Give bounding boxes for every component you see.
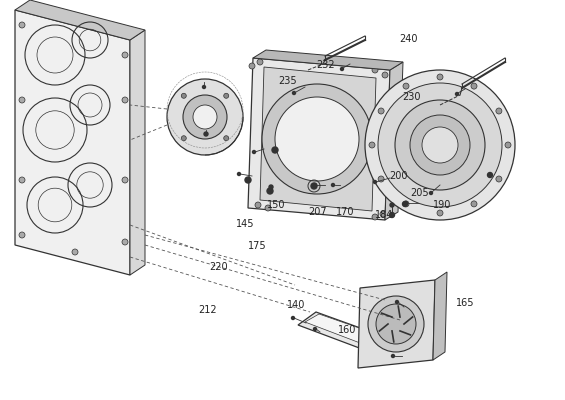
Circle shape — [255, 202, 261, 208]
Circle shape — [390, 203, 394, 207]
Polygon shape — [253, 50, 403, 70]
Circle shape — [389, 212, 394, 218]
Circle shape — [19, 22, 25, 28]
Circle shape — [265, 205, 271, 211]
Circle shape — [455, 92, 459, 96]
Circle shape — [373, 180, 376, 184]
Circle shape — [429, 192, 432, 194]
Circle shape — [405, 202, 407, 204]
Circle shape — [275, 97, 359, 181]
Circle shape — [204, 132, 208, 136]
Circle shape — [392, 354, 394, 358]
Circle shape — [378, 83, 502, 207]
Circle shape — [292, 316, 294, 320]
Circle shape — [471, 83, 477, 89]
Text: 232: 232 — [316, 60, 334, 70]
Circle shape — [202, 86, 206, 88]
Text: 235: 235 — [278, 76, 297, 86]
Text: 170: 170 — [336, 207, 354, 217]
Circle shape — [378, 176, 384, 182]
Polygon shape — [15, 10, 130, 275]
Circle shape — [237, 172, 241, 176]
Circle shape — [19, 177, 25, 183]
Polygon shape — [298, 312, 388, 352]
Circle shape — [396, 300, 398, 304]
Circle shape — [257, 59, 263, 65]
Circle shape — [122, 177, 128, 183]
Text: 140: 140 — [287, 300, 305, 310]
Polygon shape — [260, 67, 376, 211]
Circle shape — [395, 100, 485, 190]
Circle shape — [122, 239, 128, 245]
Text: 220: 220 — [209, 262, 228, 272]
Circle shape — [368, 296, 424, 352]
Circle shape — [267, 188, 273, 194]
Circle shape — [378, 108, 384, 114]
Text: 184: 184 — [375, 210, 393, 220]
Circle shape — [193, 105, 217, 129]
Circle shape — [365, 70, 515, 220]
Text: 150: 150 — [267, 200, 285, 210]
Circle shape — [314, 328, 316, 330]
Polygon shape — [358, 280, 435, 368]
Polygon shape — [385, 62, 403, 220]
Circle shape — [245, 177, 251, 183]
Circle shape — [311, 183, 317, 189]
Text: 175: 175 — [248, 241, 267, 251]
Circle shape — [224, 93, 229, 98]
Circle shape — [122, 52, 128, 58]
Circle shape — [181, 93, 186, 98]
Circle shape — [471, 201, 477, 207]
Polygon shape — [248, 58, 390, 220]
Circle shape — [496, 176, 502, 182]
Text: 160: 160 — [338, 325, 357, 335]
Circle shape — [437, 210, 443, 216]
Circle shape — [372, 67, 378, 73]
Circle shape — [410, 115, 470, 175]
Circle shape — [314, 184, 316, 186]
Text: 145: 145 — [236, 219, 254, 229]
Circle shape — [272, 147, 278, 153]
Circle shape — [269, 185, 273, 189]
Polygon shape — [305, 314, 382, 346]
Circle shape — [262, 84, 372, 194]
Circle shape — [181, 136, 186, 141]
Circle shape — [369, 142, 375, 148]
Circle shape — [19, 232, 25, 238]
Polygon shape — [433, 272, 447, 360]
Circle shape — [122, 97, 128, 103]
Circle shape — [403, 83, 409, 89]
Circle shape — [422, 127, 458, 163]
Text: 165: 165 — [456, 298, 475, 308]
Circle shape — [224, 136, 229, 141]
Circle shape — [505, 142, 511, 148]
Polygon shape — [130, 30, 145, 275]
Circle shape — [72, 249, 78, 255]
Text: 207: 207 — [308, 207, 327, 217]
Circle shape — [249, 63, 255, 69]
Circle shape — [376, 304, 416, 344]
Circle shape — [437, 74, 443, 80]
Text: 230: 230 — [402, 92, 420, 102]
Circle shape — [402, 202, 407, 206]
Circle shape — [293, 92, 295, 94]
Circle shape — [382, 72, 388, 78]
Circle shape — [19, 97, 25, 103]
Circle shape — [496, 108, 502, 114]
Text: 205: 205 — [410, 188, 429, 198]
Circle shape — [372, 214, 378, 220]
Circle shape — [403, 201, 409, 207]
Text: 190: 190 — [433, 200, 451, 210]
Circle shape — [183, 95, 227, 139]
Circle shape — [253, 150, 255, 154]
Circle shape — [332, 184, 334, 186]
Text: 212: 212 — [198, 305, 216, 315]
Circle shape — [380, 211, 386, 217]
Circle shape — [167, 79, 243, 155]
Circle shape — [341, 68, 344, 70]
Circle shape — [488, 172, 493, 178]
Text: 200: 200 — [389, 171, 407, 181]
Polygon shape — [15, 0, 145, 40]
Text: 240: 240 — [399, 34, 418, 44]
